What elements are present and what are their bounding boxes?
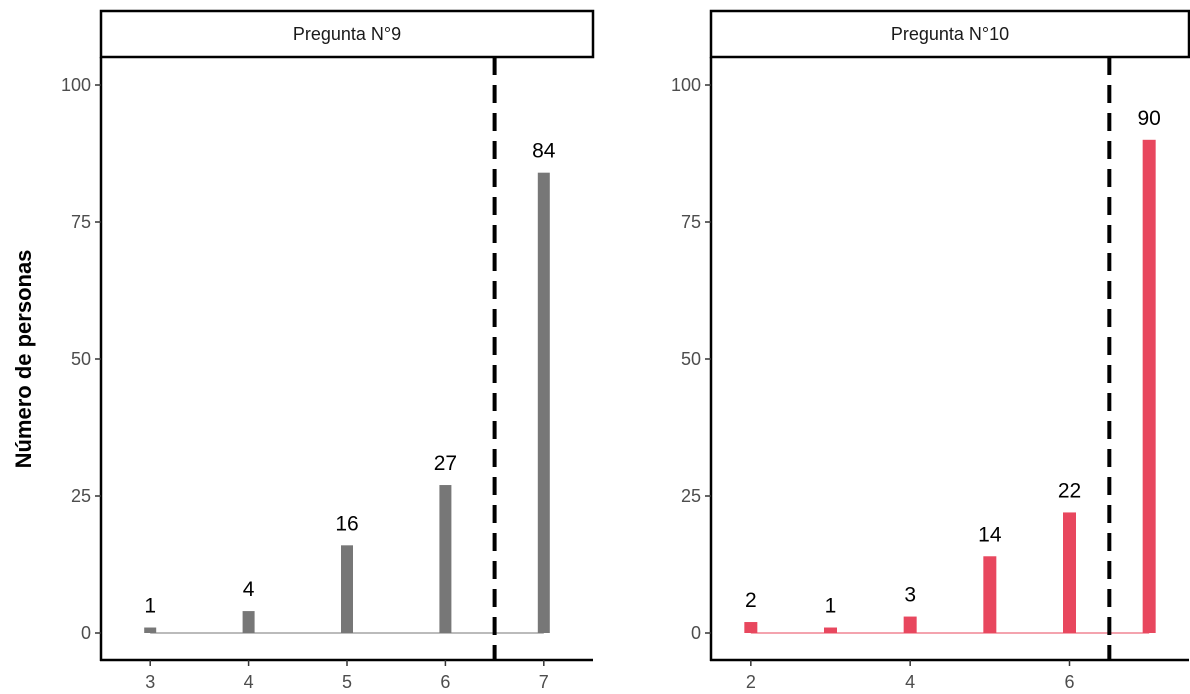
bar-1-7 — [537, 172, 550, 633]
x-tick-label-2-2: 2 — [746, 672, 756, 692]
panel-title-1: Pregunta N°9 — [293, 24, 401, 44]
bar-2-3 — [824, 627, 837, 633]
y-tick-label-1-50: 50 — [71, 349, 91, 369]
y-tick-label-1-0: 0 — [81, 623, 91, 643]
bar-2-4 — [903, 616, 917, 633]
x-tick-label-1-4: 4 — [244, 672, 254, 692]
bar-2-2 — [744, 622, 758, 633]
x-tick-label-1-6: 6 — [440, 672, 450, 692]
data-label-2-3: 1 — [825, 595, 837, 618]
panel-strip-1 — [99, 9, 595, 59]
data-label-1-3: 1 — [144, 595, 156, 618]
y-tick-label-1-100: 100 — [61, 75, 91, 95]
x-tick-label-1-3: 3 — [145, 672, 155, 692]
y-tick-label-2-50: 50 — [681, 349, 701, 369]
y-tick-label-2-100: 100 — [671, 75, 701, 95]
x-tick-label-1-7: 7 — [539, 672, 549, 692]
x-tick-label-1-5: 5 — [342, 672, 352, 692]
data-label-2-4: 3 — [904, 584, 916, 607]
bar-2-6 — [1063, 512, 1076, 633]
bar-1-5 — [341, 545, 353, 633]
bar-2-7 — [1142, 139, 1156, 634]
bar-1-3 — [144, 627, 157, 633]
bar-1-4 — [242, 611, 255, 633]
x-tick-label-2-4: 4 — [905, 672, 915, 692]
data-label-1-4: 4 — [243, 578, 255, 601]
y-tick-label-1-75: 75 — [71, 212, 91, 232]
y-tick-label-1-25: 25 — [71, 486, 91, 506]
panel-title-2: Pregunta N°10 — [891, 24, 1009, 44]
data-label-2-5: 14 — [978, 523, 1002, 546]
y-axis-label: Número de personas — [11, 250, 36, 469]
data-label-2-7: 90 — [1137, 107, 1160, 130]
data-label-2-6: 22 — [1058, 479, 1081, 502]
panel-strip-2 — [709, 9, 1190, 59]
data-label-1-6: 27 — [434, 452, 457, 475]
x-tick-label-2-6: 6 — [1064, 672, 1074, 692]
y-tick-label-2-25: 25 — [681, 486, 701, 506]
bar-1-6 — [439, 485, 452, 633]
data-label-2-2: 2 — [745, 589, 757, 612]
bar-2-5 — [983, 556, 997, 633]
data-label-1-5: 16 — [335, 512, 358, 535]
data-label-1-7: 84 — [532, 140, 556, 163]
y-tick-label-2-0: 0 — [691, 623, 701, 643]
y-tick-label-2-75: 75 — [681, 212, 701, 232]
